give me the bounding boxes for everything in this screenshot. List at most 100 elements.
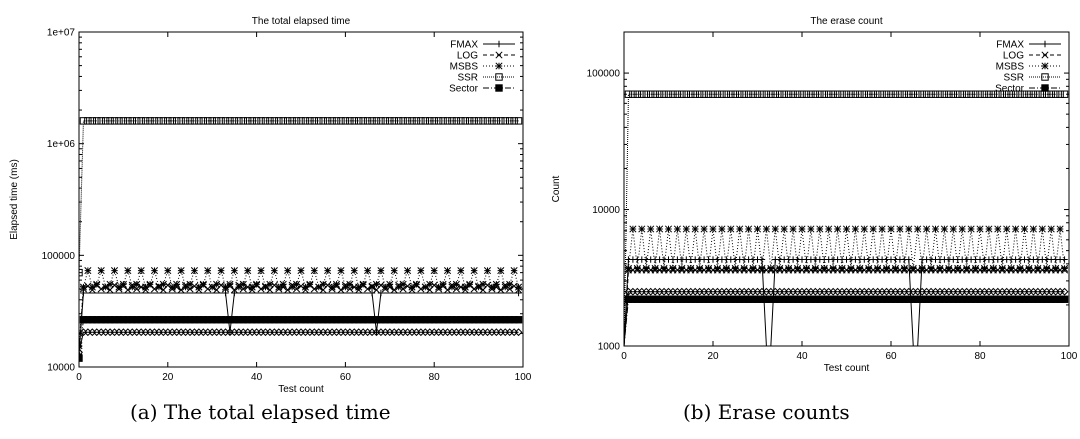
series-ssr-point <box>150 117 159 125</box>
series-ssr-point <box>651 90 659 98</box>
series-msbs-point <box>284 267 292 275</box>
series-msbs-point <box>842 225 851 233</box>
series-msbs-point <box>275 283 283 291</box>
series-ssr-point <box>722 90 731 98</box>
series-msbs-point <box>115 283 123 291</box>
series-ssr-point <box>1038 90 1047 98</box>
series-ssr-point <box>310 117 319 125</box>
series-ssr-point <box>252 117 261 125</box>
series-msbs-line <box>624 228 1066 346</box>
series-msbs-point <box>927 264 935 273</box>
plot-frame <box>623 31 1070 347</box>
series-msbs-point <box>1016 264 1024 273</box>
series-ssr-point <box>110 117 119 125</box>
elapsed-time-chart: The total elapsed time 0 20 40 60 80 100 10000 1… <box>9 16 532 395</box>
series-unlabeled-point <box>1060 287 1069 296</box>
series-ssr-point <box>678 90 686 98</box>
series-ssr-point <box>381 117 390 125</box>
series-msbs-point <box>860 225 868 233</box>
series-sector <box>624 295 1069 346</box>
series-ssr-point <box>208 117 216 125</box>
series-ssr-point <box>341 117 350 125</box>
series-ssr-point <box>497 117 505 125</box>
series-ssr-point <box>337 117 345 125</box>
series-msbs-point <box>638 225 646 233</box>
x-tick-label: 100 <box>515 372 532 383</box>
series-msbs-point <box>79 283 87 291</box>
series-ssr-point <box>931 90 940 98</box>
series-msbs-point <box>479 280 487 288</box>
series-msbs-point <box>102 283 110 291</box>
series-msbs-point <box>700 225 708 233</box>
series-msbs-point <box>510 267 518 275</box>
legend-swatch-marker <box>495 73 503 81</box>
series-ssr-point <box>709 90 717 98</box>
x-tick-label: 80 <box>429 372 441 383</box>
series-msbs-point <box>656 225 664 233</box>
series-ssr-point <box>989 90 998 98</box>
series-ssr-point <box>430 117 438 125</box>
series-msbs-point <box>106 280 114 288</box>
series-ssr-point <box>704 90 713 98</box>
series-msbs-point <box>918 264 926 273</box>
series-ssr-point <box>655 90 664 98</box>
series-msbs-point <box>678 264 686 273</box>
series-msbs-point <box>1043 264 1051 273</box>
series-ssr-point <box>789 90 797 98</box>
series-ssr-point <box>847 90 855 98</box>
series-msbs-point <box>310 267 318 275</box>
series-msbs-point <box>266 280 274 288</box>
series-msbs-point <box>767 264 775 273</box>
series-ssr-point <box>798 90 806 98</box>
series-ssr-point <box>793 90 802 98</box>
series-msbs-point <box>891 264 900 273</box>
series-log-line <box>624 269 1065 346</box>
series-ssr-point <box>137 117 145 125</box>
series-ssr-point <box>417 117 425 125</box>
series-msbs-point <box>745 225 753 233</box>
series-msbs-point <box>989 264 997 273</box>
series-msbs-point <box>359 280 367 288</box>
series-msbs-point <box>239 280 247 288</box>
series-ssr-point <box>221 117 230 125</box>
legend-swatch-marker <box>495 51 503 59</box>
series-msbs-point <box>776 264 784 273</box>
series-ssr-point <box>483 117 492 125</box>
series-ssr-point <box>306 117 314 125</box>
series-msbs-point <box>368 283 376 291</box>
series-msbs-point <box>457 267 465 275</box>
series-msbs-point <box>124 267 132 275</box>
series-ssr-point <box>275 117 283 125</box>
series-fmax <box>79 289 522 358</box>
series-msbs-point <box>793 264 802 273</box>
legend-swatch-marker <box>1041 62 1049 70</box>
series-ssr-point <box>905 90 913 98</box>
series-msbs-point <box>882 264 891 273</box>
x-tick-label: 20 <box>162 372 174 383</box>
series-ssr-point <box>510 117 518 125</box>
series-msbs-point <box>288 283 296 291</box>
series-ssr-point <box>811 90 820 98</box>
legend-swatch-marker <box>495 40 503 48</box>
series-msbs-point <box>660 264 668 273</box>
series-msbs-point <box>430 267 438 275</box>
series-msbs-point <box>88 283 96 291</box>
series-msbs-point <box>963 264 971 273</box>
series-msbs-point <box>811 264 819 273</box>
series-msbs-point <box>199 280 207 288</box>
series-ssr-point <box>767 90 775 98</box>
series-msbs-point <box>900 264 908 273</box>
series-ssr-point <box>93 117 101 125</box>
series-msbs-point <box>994 225 1002 233</box>
series-ssr-point <box>355 117 363 125</box>
series-msbs-point <box>838 264 846 273</box>
series-msbs-point <box>386 280 394 288</box>
series-ssr-point <box>1020 90 1029 98</box>
series-msbs-point <box>261 283 270 291</box>
series-msbs-point <box>390 267 398 275</box>
x-axis-label: Test count <box>824 363 870 374</box>
y-tick-label: 1e+06 <box>47 139 76 150</box>
series-ssr-point <box>647 90 655 98</box>
series-msbs-point <box>1007 264 1015 273</box>
series-ssr-point <box>204 117 212 125</box>
